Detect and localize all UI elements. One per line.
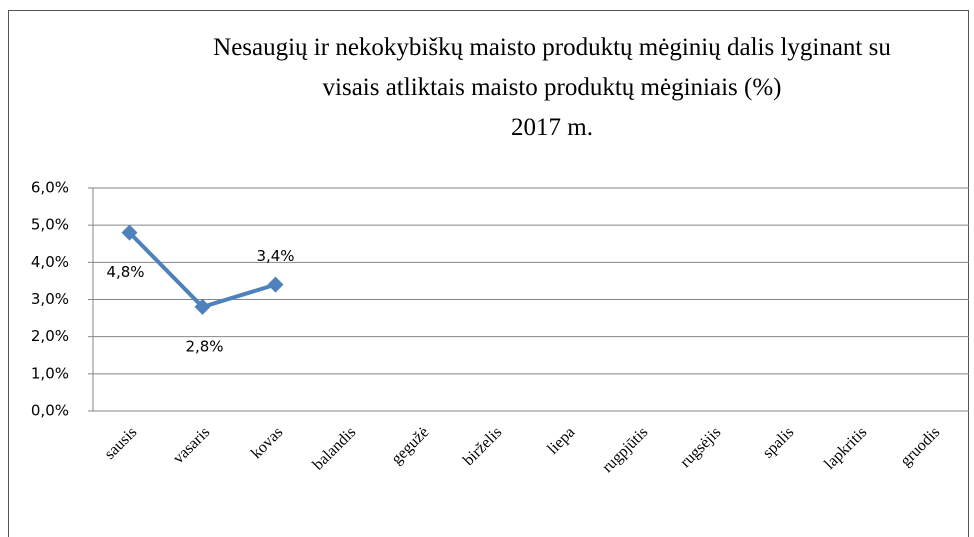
point-marker <box>267 276 284 293</box>
y-tick-label: 0,0% <box>31 402 69 420</box>
y-tick-label: 2,0% <box>31 327 69 345</box>
x-tick-label: liepa <box>544 424 578 458</box>
x-tick-label: sausis <box>101 424 140 463</box>
chart-frame <box>8 10 969 537</box>
x-tick-label: gruodis <box>897 424 943 470</box>
y-tick-label: 3,0% <box>31 290 69 308</box>
line-series <box>128 231 277 309</box>
x-tick-label: lapkritis <box>821 424 870 473</box>
data-label: 2,8% <box>185 337 223 355</box>
x-tick-label: kovas <box>248 424 286 462</box>
x-tick-label: rugpjūtis <box>599 424 651 476</box>
x-tick-label: gegužė <box>388 424 432 468</box>
x-tick-label: birželis <box>460 424 505 469</box>
data-label: 3,4% <box>256 247 294 265</box>
x-tick-label: balandis <box>310 424 360 474</box>
point-marker <box>121 224 138 241</box>
chart-title: Nesaugių ir nekokybiškų maisto produktų … <box>213 34 891 61</box>
chart-title: visais atliktais maisto produktų mėginia… <box>323 74 782 101</box>
y-tick-label: 6,0% <box>31 179 69 197</box>
chart-title: 2017 m. <box>511 114 593 141</box>
data-label: 4,8% <box>106 263 144 281</box>
x-tick-label: spalis <box>760 424 798 462</box>
y-tick-label: 1,0% <box>31 364 69 382</box>
y-tick-label: 5,0% <box>31 216 69 234</box>
y-tick-label: 4,0% <box>31 253 69 271</box>
x-tick-label: rugsėjis <box>677 424 724 471</box>
point-marker <box>194 298 211 315</box>
x-tick-label: vasaris <box>170 424 213 467</box>
